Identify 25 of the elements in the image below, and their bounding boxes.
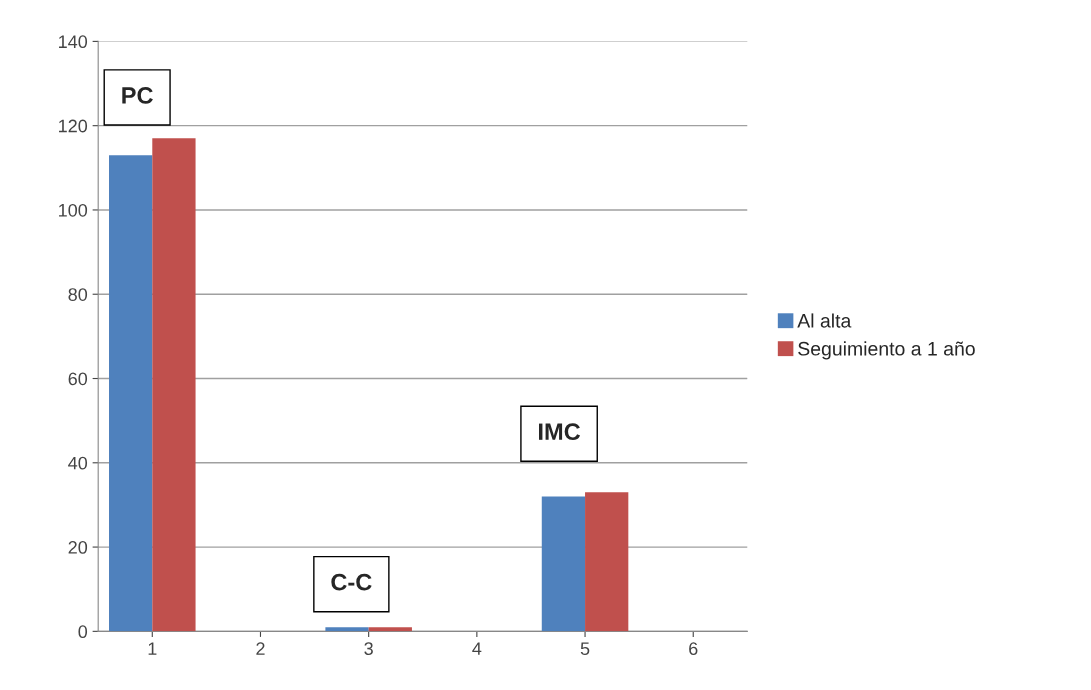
x-tick-label: 3 [364,642,373,656]
y-tick-label: 140 [59,35,88,49]
legend-label: Seguimiento a 1 año [798,341,975,360]
x-tick-label: 1 [148,642,157,655]
y-tick-label: 80 [68,288,88,301]
y-tick-label: 0 [78,625,88,639]
bar [585,492,629,632]
bar [541,496,586,632]
bar [152,138,196,632]
x-tick-label: 4 [472,642,482,655]
y-tick-label: 100 [59,203,88,217]
annotation: C-C [331,573,372,591]
y-tick-label: 20 [68,541,88,554]
y-tick-label: 40 [68,456,88,470]
x-tick-label: 2 [256,642,265,655]
bar [368,627,412,632]
y-tick-label: 120 [59,119,88,133]
bar [109,155,153,632]
y-tick-label: 60 [68,372,88,386]
x-tick-label: 5 [580,642,590,656]
annotation: IMC [539,423,581,441]
legend-label: Al alta [797,313,852,328]
bar [325,627,369,632]
annotation: PC [122,87,153,104]
x-tick-label: 6 [689,642,698,656]
